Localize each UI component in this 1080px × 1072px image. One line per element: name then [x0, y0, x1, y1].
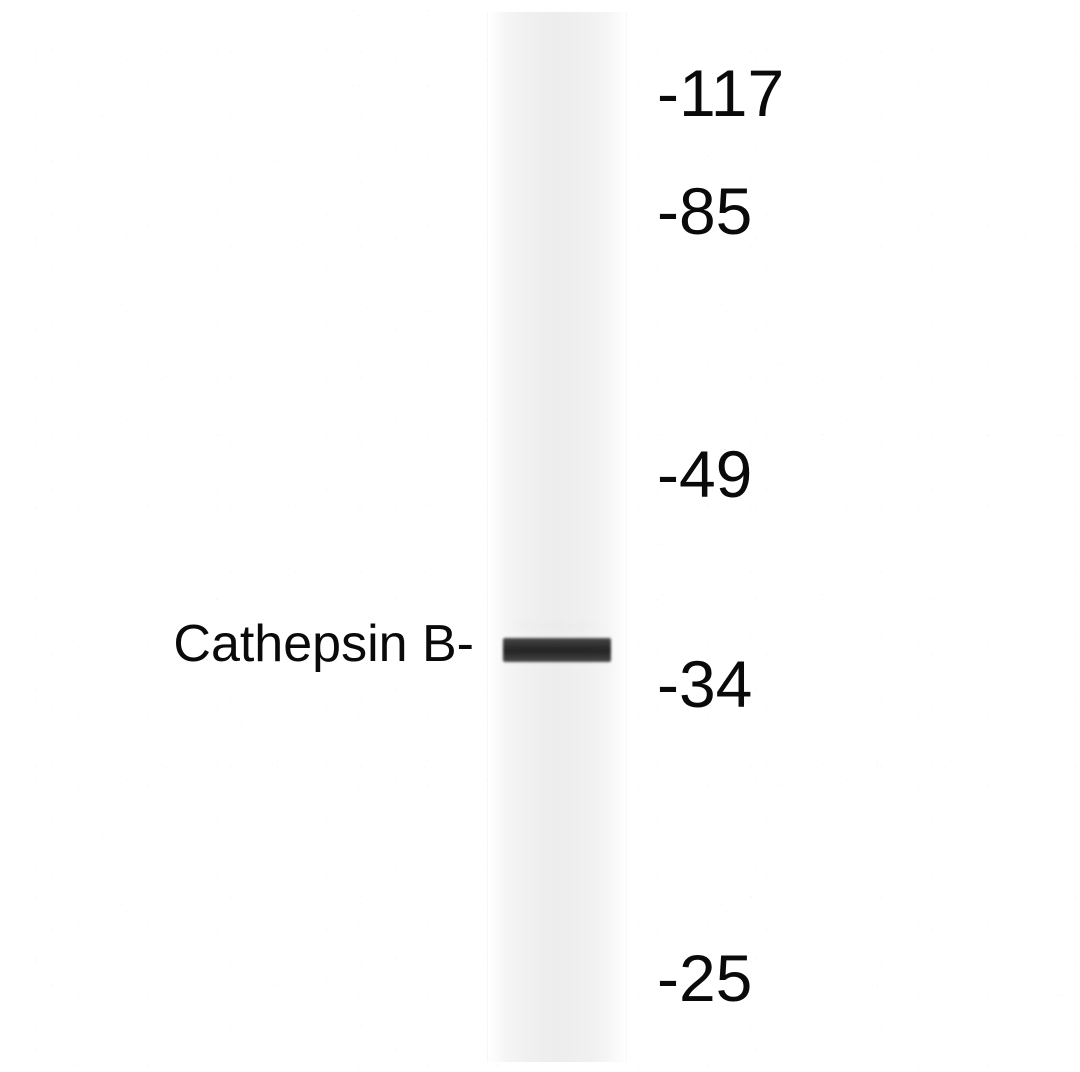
sample-label-cathepsin-b-: Cathepsin B-: [173, 614, 474, 674]
plot-area: -117-85-49-34-25 Cathepsin B-: [0, 12, 1080, 1062]
sample-labels-host: Cathepsin B-: [0, 12, 1080, 1062]
western-blot-canvas: -117-85-49-34-25 Cathepsin B-: [0, 0, 1080, 1072]
